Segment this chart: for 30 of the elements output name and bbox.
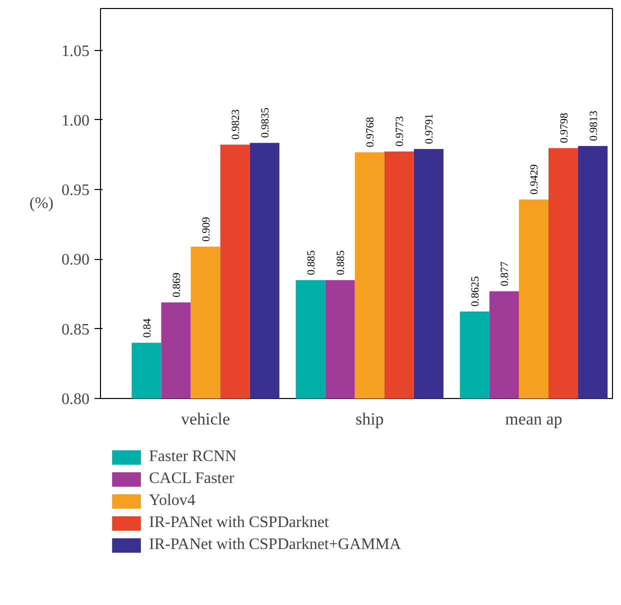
data-label: 0.9813 <box>588 110 600 141</box>
x-tick-label: ship <box>355 410 384 428</box>
data-label: 0.9768 <box>364 116 377 148</box>
y-tick-label: 0.90 <box>62 252 90 269</box>
x-tick-label: vehicle <box>180 410 230 428</box>
legend-label: Faster RCNN <box>149 448 237 466</box>
legend-label: CACL Faster <box>149 470 234 488</box>
legend-label: IR-PANet with CSPDarknet <box>149 514 329 532</box>
data-label: 0.885 <box>306 250 318 276</box>
data-label: 0.909 <box>200 216 213 242</box>
data-label: 0.885 <box>335 250 348 276</box>
legend-label: Yolov4 <box>149 492 196 510</box>
data-label: 0.877 <box>499 261 512 286</box>
data-label: 0.9791 <box>424 114 436 144</box>
y-tick-label: 0.85 <box>62 321 90 338</box>
data-label: 0.9773 <box>394 116 406 147</box>
y-tick-label: 0.80 <box>62 391 90 408</box>
data-label: 0.84 <box>141 318 154 338</box>
y-tick-label: 1.00 <box>62 112 90 130</box>
data-label: 0.8625 <box>470 276 482 306</box>
y-axis-title: (%) <box>30 195 54 212</box>
y-tick-label: 1.05 <box>62 42 90 60</box>
y-tick-label: 0.95 <box>62 182 90 200</box>
data-label: 0.9429 <box>528 164 541 194</box>
x-tick-label: mean ap <box>505 410 562 428</box>
data-label: 0.869 <box>170 272 183 298</box>
legend-label: IR-PANet with CSPDarknet+GAMMA <box>149 536 401 554</box>
data-label: 0.9823 <box>230 108 242 140</box>
data-label: 0.9798 <box>558 112 570 144</box>
data-label: 0.9835 <box>260 107 272 138</box>
